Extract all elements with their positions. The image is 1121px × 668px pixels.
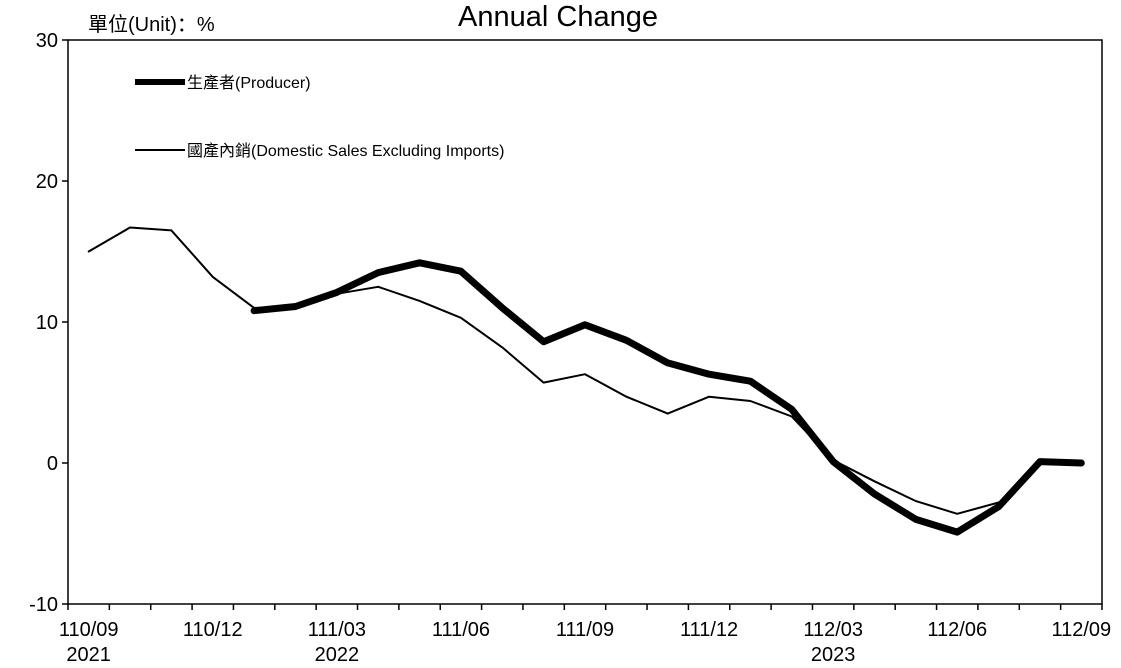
x-tick-label: 111/03 — [308, 619, 366, 641]
x-tick-year: 2022 — [315, 644, 360, 666]
unit-label: 單位(Unit)：% — [88, 13, 215, 36]
y-tick-label: -10 — [29, 594, 58, 616]
legend-label-producer: 生產者(Producer) — [187, 74, 311, 92]
x-tick-label: 111/12 — [680, 619, 738, 641]
x-tick-year: 2021 — [66, 644, 111, 666]
y-tick-label: 10 — [36, 312, 58, 334]
chart-title: Annual Change — [458, 1, 658, 33]
x-tick-label: 112/06 — [927, 619, 987, 641]
x-tick-label: 111/09 — [556, 619, 614, 641]
x-tick-label: 110/09 — [59, 619, 119, 641]
x-tick-label: 111/06 — [432, 619, 490, 641]
y-tick-label: 30 — [36, 30, 58, 52]
series-line-producer — [250, 259, 1085, 536]
legend: 生產者(Producer) 國產內銷(Domestic Sales Exclud… — [135, 74, 504, 160]
y-tick-label: 0 — [47, 453, 58, 475]
series-line-domestic — [87, 226, 1000, 515]
y-tick-label: 20 — [36, 171, 58, 193]
x-tick-label: 110/12 — [183, 619, 243, 641]
x-tick-label: 112/03 — [803, 619, 863, 641]
x-tick-year: 2023 — [811, 644, 856, 666]
series-lines — [87, 226, 1085, 536]
x-tick-label: 112/09 — [1051, 619, 1111, 641]
legend-label-domestic: 國產內銷(Domestic Sales Excluding Imports) — [187, 142, 504, 160]
